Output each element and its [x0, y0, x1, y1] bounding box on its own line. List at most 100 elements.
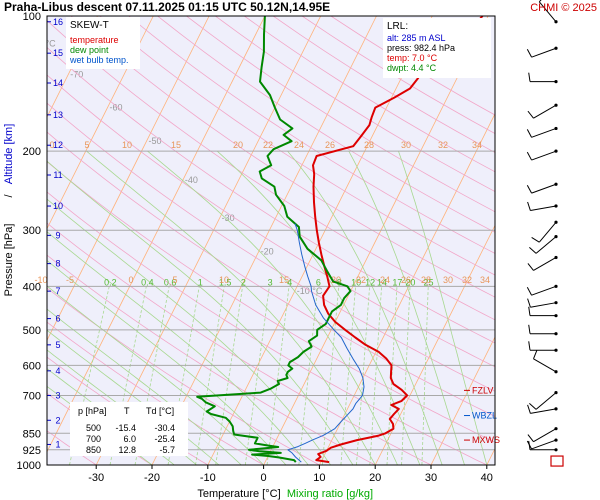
table-header-p: p [hPa]	[78, 406, 107, 416]
adiabat-label: 32	[462, 275, 472, 285]
temperature-line	[312, 16, 484, 464]
mixing-ratio-label: 12	[365, 277, 375, 287]
adiabat-label: 30	[443, 275, 453, 285]
adiabat-label: 5	[172, 275, 177, 285]
mixing-ratio-label: 1	[198, 277, 203, 287]
x-tick-label: 10	[313, 472, 325, 484]
table-row: 6.0	[123, 434, 136, 444]
altitude-tick-label: 13	[53, 110, 63, 120]
adiabat-label: 28	[364, 140, 374, 150]
legend-item-wetbulb: wet bulb temp.	[69, 55, 129, 65]
lrl-dewpoint: dwpt: 4.4 °C	[387, 63, 437, 73]
dry-adiabat	[47, 46, 495, 344]
mixing-ratio-label: 8	[337, 277, 342, 287]
pressure-tick-label: 200	[23, 146, 41, 158]
altitude-tick-label: 12	[53, 140, 63, 150]
altitude-tick-label: 6	[55, 314, 60, 324]
altitude-tick-label: 2	[55, 415, 60, 425]
altitude-tick-label: 4	[55, 366, 60, 376]
isotherm-label: -50	[149, 136, 162, 146]
isotherm-line	[47, 16, 154, 230]
x-axis-title-mixing: Mixing ratio [g/kg]	[287, 488, 373, 500]
mixing-ratio-label: 0.6	[164, 277, 177, 287]
dry-adiabat	[47, 102, 495, 392]
altitude-tick-label: 7	[55, 286, 60, 296]
adiabat-label: 0	[128, 275, 133, 285]
isotherm-line	[151, 16, 377, 465]
wetbulb-line	[287, 223, 365, 463]
wind-barb	[533, 350, 558, 374]
adiabat-label: 26	[401, 275, 411, 285]
adiabat-label: 22	[356, 275, 366, 285]
wind-barb	[526, 46, 558, 58]
x-tick-label: 40	[481, 472, 493, 484]
pressure-tick-label: 100	[23, 11, 41, 23]
isotherm-line	[47, 16, 210, 342]
wind-barb	[527, 404, 558, 414]
adiabat-label: 32	[438, 140, 448, 150]
mixing-ratio-label: 0.2	[104, 277, 117, 287]
table-header-td: Td [°C]	[146, 406, 174, 416]
lrl-title: LRL:	[387, 21, 408, 32]
x-tick-label: 20	[369, 472, 381, 484]
mixing-ratio-label: 1.5	[219, 277, 232, 287]
wind-barb	[527, 427, 558, 443]
chart-title: Praha-Libus descent 07.11.2025 01:15 UTC…	[4, 0, 330, 14]
pressure-tick-label: 500	[23, 325, 41, 337]
y-axis-title-altitude: Altitude [km]	[3, 124, 15, 185]
dry-adiabat	[186, 16, 495, 213]
lrl-altitude: alt: 285 m ASL	[387, 33, 446, 43]
mixing-ratio-line	[266, 286, 290, 465]
table-row: -5.7	[159, 445, 175, 455]
table-row: -25.4	[154, 434, 175, 444]
pressure-tick-label: 400	[23, 281, 41, 293]
adiabat-label: 28	[421, 275, 431, 285]
table-row: 700	[86, 434, 101, 444]
table-row: 12.8	[118, 445, 136, 455]
legend-item-dewpoint: dew point	[70, 45, 109, 55]
plot-area	[47, 16, 495, 465]
adiabat-label: 24	[380, 275, 390, 285]
mixing-ratio-label: 2	[241, 277, 246, 287]
adiabat-label: -5	[66, 275, 74, 285]
altitude-tick-label: 15	[53, 48, 63, 58]
adiabat-label: 15	[279, 275, 289, 285]
dry-adiabat	[47, 74, 495, 368]
pressure-tick-label: 1000	[17, 460, 41, 472]
pressure-tick-label: 925	[23, 445, 41, 457]
isotherm-label: -20	[261, 247, 274, 257]
wind-barb	[527, 201, 558, 212]
pressure-tick-label: 600	[23, 360, 41, 372]
isotherm-line	[47, 16, 98, 118]
isotherm-line	[374, 224, 495, 465]
legend-item-temperature: temperature	[70, 35, 119, 45]
adiabat-label: 34	[472, 140, 482, 150]
isotherm-label: -70	[70, 70, 83, 80]
x-tick-label: -20	[144, 472, 160, 484]
wind-barb	[526, 149, 558, 161]
wind-barb	[526, 284, 558, 296]
table-header-t: T	[124, 406, 130, 416]
wind-barb	[529, 391, 558, 410]
isotherm-label: -60	[109, 103, 122, 113]
altitude-tick-label: 1	[55, 439, 60, 449]
pressure-tick-label: 850	[23, 428, 41, 440]
x-tick-label: -30	[88, 472, 104, 484]
adiabat-label: 0	[49, 140, 54, 150]
altitude-tick-label: 8	[55, 259, 60, 269]
pressure-tick-label: 300	[23, 225, 41, 237]
wind-barb	[527, 298, 558, 308]
wind-barb	[526, 126, 558, 138]
adiabat-label: 22	[263, 140, 273, 150]
table-row: -30.4	[154, 423, 175, 433]
altitude-tick-label: 16	[53, 17, 63, 27]
wind-barb	[527, 103, 558, 119]
wind-barb	[528, 324, 558, 336]
table-row: 500	[86, 423, 101, 433]
wind-barb	[526, 182, 558, 194]
adiabat-label: 15	[171, 140, 181, 150]
dry-adiabat	[99, 16, 495, 276]
mixing-ratio-label: 4	[287, 277, 292, 287]
dry-adiabat	[128, 16, 495, 254]
